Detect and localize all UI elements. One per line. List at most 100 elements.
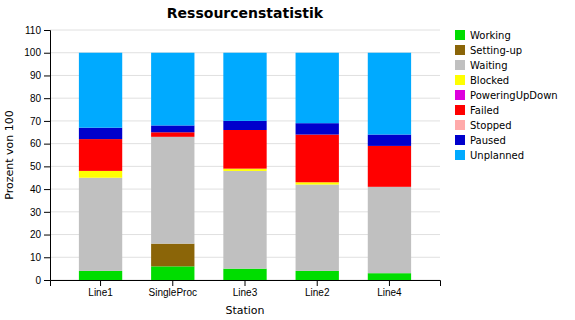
legend-swatch [455,45,465,55]
bar [223,130,266,169]
x-tick-mark [172,280,173,286]
y-tick-label: 50 [30,161,42,172]
legend-label: Blocked [470,75,509,86]
y-tick-mark [44,235,50,236]
y-tick-label: 30 [30,207,42,218]
y-tick: 100 [24,47,50,58]
grid-line [50,30,440,31]
legend-label: Setting-up [470,45,522,56]
y-tick-mark [44,30,50,31]
y-tick-label: 80 [30,93,42,104]
bar [151,132,194,137]
y-tick-label: 110 [25,25,41,36]
y-axis-line [44,31,51,281]
bar [368,273,411,280]
legend-item: Working [455,30,511,41]
legend-item: Setting-up [455,45,522,56]
x-tick-label: Line4 [377,287,402,298]
bar [368,53,411,135]
y-tick: 50 [30,161,50,172]
y-tick: 30 [30,207,50,218]
legend-swatch [455,90,465,100]
y-tick-mark [44,144,50,145]
bar [223,269,266,280]
x-tick-mark [317,280,318,286]
bar [79,178,122,271]
bar [223,53,266,121]
y-tick: 80 [30,93,50,104]
bar [79,171,122,178]
bar [223,171,266,269]
y-tick: 40 [30,184,50,195]
y-axis: 0 10 20 30 40 50 60 70 80 90 100 110 [24,25,50,286]
grid [50,30,440,280]
bar [79,128,122,139]
legend: Working Setting-up Waiting Blocked PoweringU… [455,30,558,161]
legend-swatch [455,60,465,70]
x-tick: SingleProc [149,280,197,298]
y-axis-title: Prozent von 100 [3,110,16,199]
x-tick-label: SingleProc [149,287,197,298]
bar [296,182,339,184]
legend-item: PoweringUpDown [455,90,558,101]
legend-swatch [455,135,465,145]
y-tick: 10 [30,252,50,263]
legend-label: Paused [470,135,506,146]
x-tick-label: Line1 [88,287,113,298]
x-tick: Line3 [233,280,258,298]
y-tick: 20 [30,229,50,240]
y-tick-label: 10 [30,252,42,263]
bar [296,135,339,183]
x-tick-mark [389,280,390,286]
y-tick-label: 0 [35,275,41,286]
y-tick-mark [44,166,50,167]
legend-swatch [455,105,465,115]
y-tick-label: 20 [30,229,42,240]
y-tick: 90 [30,70,50,81]
y-tick-mark [44,75,50,76]
legend-swatch [455,30,465,40]
legend-item: Blocked [455,75,509,86]
y-tick-label: 100 [24,47,41,58]
chart: Line1 SingleProc Line3 Line2 Line4 0 10 20 30 40 5… [0,0,575,320]
series [79,130,411,187]
y-tick-mark [44,189,50,190]
legend-label: Unplanned [470,150,524,161]
bar [79,139,122,171]
y-tick: 110 [25,25,50,36]
legend-label: Stopped [470,120,512,131]
bar [151,125,194,132]
y-tick-label: 60 [30,138,42,149]
x-tick-label: Line3 [233,287,258,298]
series [79,53,411,135]
bar [368,146,411,187]
y-tick-label: 40 [30,184,42,195]
bar [151,266,194,280]
plot: Line1 SingleProc Line3 Line2 Line4 0 10 20 30 40 5… [24,25,440,298]
series [151,244,194,267]
bar [151,53,194,126]
x-tick: Line1 [88,280,113,298]
legend-item: Paused [455,135,506,146]
y-tick-label: 70 [30,116,42,127]
bar [296,123,339,134]
legend-label: PoweringUpDown [470,90,558,101]
x-tick: Line2 [305,280,330,298]
y-tick-mark [44,212,50,213]
y-tick-mark [44,98,50,99]
y-tick-mark [44,53,50,54]
legend-label: Waiting [470,60,508,71]
bar [151,244,194,267]
y-tick: 0 [35,275,50,286]
x-axis: Line1 SingleProc Line3 Line2 Line4 [51,280,441,298]
x-tick-label: Line2 [305,287,330,298]
bar [223,121,266,130]
legend-label: Working [470,30,511,41]
y-tick-mark [44,257,50,258]
legend-item: Unplanned [455,150,524,161]
bar [151,137,194,244]
bar [79,53,122,128]
bar [223,169,266,171]
legend-swatch [455,120,465,130]
y-tick-mark [44,121,50,122]
